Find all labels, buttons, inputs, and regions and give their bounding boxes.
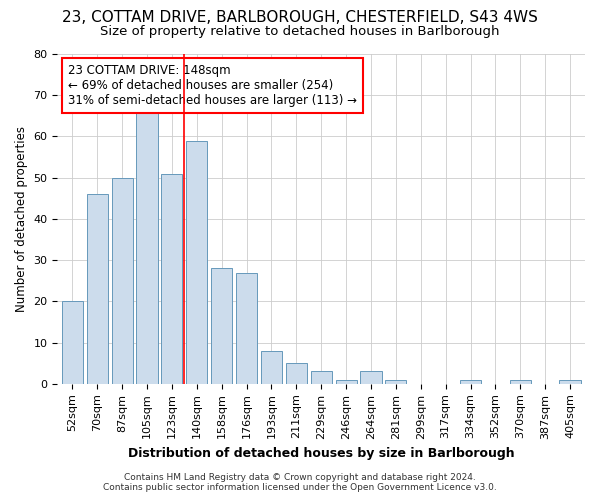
Bar [161,174,182,384]
Bar [136,112,158,384]
Bar [460,380,481,384]
Text: Contains HM Land Registry data © Crown copyright and database right 2024.
Contai: Contains HM Land Registry data © Crown c… [103,473,497,492]
Text: Size of property relative to detached houses in Barlborough: Size of property relative to detached ho… [100,25,500,38]
Bar [286,363,307,384]
Bar [385,380,406,384]
Bar [510,380,531,384]
Bar [311,372,332,384]
Bar [236,272,257,384]
Bar [211,268,232,384]
Bar [361,372,382,384]
Bar [86,194,108,384]
Bar [559,380,581,384]
Bar [186,140,208,384]
Y-axis label: Number of detached properties: Number of detached properties [15,126,28,312]
Bar [62,302,83,384]
Text: 23 COTTAM DRIVE: 148sqm
← 69% of detached houses are smaller (254)
31% of semi-d: 23 COTTAM DRIVE: 148sqm ← 69% of detache… [68,64,357,107]
Bar [261,351,282,384]
Bar [335,380,356,384]
X-axis label: Distribution of detached houses by size in Barlborough: Distribution of detached houses by size … [128,447,515,460]
Bar [112,178,133,384]
Text: 23, COTTAM DRIVE, BARLBOROUGH, CHESTERFIELD, S43 4WS: 23, COTTAM DRIVE, BARLBOROUGH, CHESTERFI… [62,10,538,25]
